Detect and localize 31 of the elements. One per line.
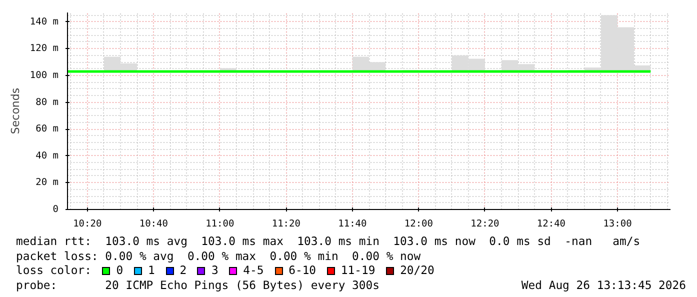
- legend-label: 4-5: [243, 263, 264, 278]
- y-tick-label: 0: [52, 204, 59, 215]
- y-tick-label: 20 m: [36, 177, 59, 188]
- legend-label: 0: [116, 263, 124, 278]
- y-tick-label: 100 m: [30, 70, 59, 81]
- text: probe: 20 ICMP Echo Pings (56 Bytes) every 300s: [16, 278, 380, 292]
- y-tick-label: 140 m: [30, 16, 59, 28]
- y-tick-label: 80 m: [36, 96, 59, 108]
- x-tick-label: 11:40: [338, 218, 368, 230]
- y-tick-label: 120 m: [30, 43, 59, 54]
- legend-label: 20/20: [400, 263, 434, 278]
- x-tick-label: 12:20: [470, 218, 500, 230]
- y-tick-label: 40 m: [36, 150, 59, 162]
- text: Wed Aug 26 13:13:45 2026: [521, 278, 686, 292]
- text: median rtt: 103.0 ms avg 103.0 ms max 103.0 ms min 103.0 ms now 0.0 ms sd -nan am/s: [16, 234, 640, 248]
- legend-title: loss color:: [16, 263, 92, 278]
- text: packet loss: 0.00 % avg 0.00 % max 0.00 % min 0.00 % now: [16, 248, 421, 263]
- x-tick-label: 11:00: [206, 218, 234, 230]
- legend-label: 3: [211, 263, 218, 278]
- x-tick-label: 12:00: [404, 218, 434, 230]
- x-tick-label: 10:20: [73, 218, 102, 230]
- legend-label: 6-10: [288, 263, 316, 278]
- x-tick-label: 13:00: [603, 218, 632, 230]
- y-tick-label: 60 m: [36, 124, 59, 135]
- legend-label: 2: [180, 263, 187, 278]
- x-tick-label: 10:40: [139, 218, 168, 230]
- legend-label: 1: [148, 263, 155, 278]
- x-tick-label: 11:20: [272, 218, 301, 230]
- x-tick-label: 12:40: [536, 218, 566, 230]
- legend-label: 11-19: [340, 263, 376, 278]
- y-axis-title: Seconds: [8, 88, 22, 134]
